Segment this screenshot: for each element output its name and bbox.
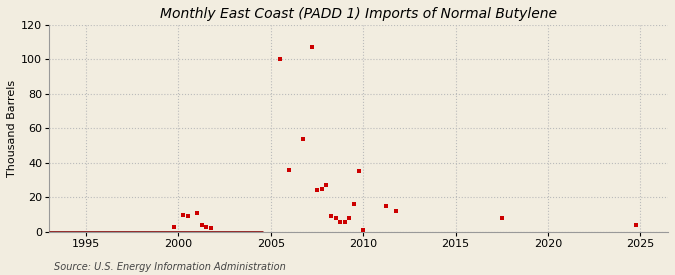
Point [178, 212, 188, 217]
Point [192, 211, 202, 215]
Point [200, 224, 211, 229]
Point [205, 226, 216, 231]
Point [630, 223, 641, 227]
Point [284, 167, 295, 172]
Point [169, 224, 180, 229]
Point [325, 214, 336, 219]
Point [353, 169, 364, 174]
Point [312, 188, 323, 193]
Point [317, 186, 327, 191]
Y-axis label: Thousand Barrels: Thousand Barrels [7, 80, 17, 177]
Point [275, 57, 286, 62]
Point [321, 183, 331, 188]
Point [390, 209, 401, 213]
Point [358, 228, 369, 232]
Point [496, 216, 507, 220]
Point [182, 214, 193, 219]
Point [348, 202, 359, 207]
Point [340, 219, 350, 224]
Point [381, 204, 392, 208]
Point [298, 136, 308, 141]
Point [330, 216, 341, 220]
Title: Monthly East Coast (PADD 1) Imports of Normal Butylene: Monthly East Coast (PADD 1) Imports of N… [160, 7, 557, 21]
Point [196, 223, 207, 227]
Text: Source: U.S. Energy Information Administration: Source: U.S. Energy Information Administ… [54, 262, 286, 272]
Point [307, 45, 318, 50]
Point [344, 216, 355, 220]
Point [335, 219, 346, 224]
